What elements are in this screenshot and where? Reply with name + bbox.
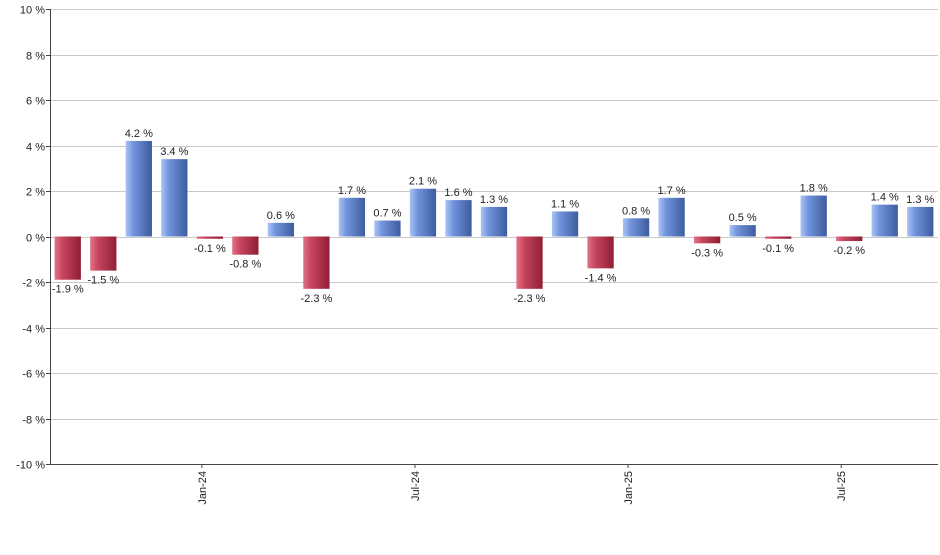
bar-value-label: 2.1 % <box>409 176 437 188</box>
y-tick-label: 2 % <box>26 187 45 199</box>
y-tick-label: -2 % <box>22 278 45 290</box>
bar <box>374 220 401 237</box>
y-tick-label: 8 % <box>26 51 45 63</box>
y-tick-label: 4 % <box>26 142 45 154</box>
bar-value-label: -1.9 % <box>52 284 84 296</box>
bar-value-label: -0.1 % <box>762 243 794 255</box>
bar-value-label: -0.8 % <box>229 259 261 271</box>
bar <box>232 236 259 255</box>
x-tick-label: Jul-24 <box>410 471 422 501</box>
bar-value-label: 0.7 % <box>373 208 401 220</box>
bar-value-label: 1.8 % <box>800 183 828 195</box>
bar-value-label: 1.7 % <box>338 185 366 197</box>
bar <box>907 206 934 237</box>
bar-value-label: -2.3 % <box>301 293 333 305</box>
bar <box>765 236 792 239</box>
bar <box>836 236 863 242</box>
bar-value-label: 0.5 % <box>729 212 757 224</box>
y-tick-label: 0 % <box>26 233 45 245</box>
axes: -10 % -8 % -6 % -4 % -2 % 0 % 2 % 4 % 6 % 8 % 10 %… <box>16 5 938 505</box>
bar-value-label: 4.2 % <box>125 128 153 140</box>
bar <box>338 197 366 237</box>
x-tick-label: Jul-25 <box>836 471 848 501</box>
x-tick-label: Jan-25 <box>623 471 635 505</box>
gridlines <box>50 9 938 465</box>
bar-value-label: -2.3 % <box>514 293 546 305</box>
bar-value-label: 1.7 % <box>658 185 686 197</box>
bar-value-label: 1.6 % <box>444 187 472 199</box>
bar <box>800 195 827 237</box>
bar-value-label: 0.6 % <box>267 210 295 222</box>
data-labels: -1.9 %-1.5 %4.2 %3.4 %-0.1 %-0.8 %0.6 %-… <box>52 128 935 305</box>
bar <box>54 236 81 280</box>
bar <box>551 211 579 237</box>
bar <box>445 200 472 237</box>
bar-value-label: 1.3 % <box>906 194 934 206</box>
bar <box>693 236 721 244</box>
x-tick-label: Jan-24 <box>197 471 209 505</box>
bar <box>409 188 437 237</box>
bar-value-label: -1.4 % <box>585 272 617 284</box>
y-tick-label: 10 % <box>20 5 45 17</box>
bar-value-label: 1.1 % <box>551 198 579 210</box>
bar <box>125 140 152 237</box>
bars <box>54 140 934 289</box>
bar <box>729 225 756 237</box>
bar <box>587 236 614 269</box>
bar-value-label: 1.4 % <box>871 192 899 204</box>
bar <box>622 218 650 237</box>
bar <box>658 197 685 237</box>
bar-value-label: -0.1 % <box>194 243 226 255</box>
bar-value-label: -1.5 % <box>87 275 119 287</box>
y-tick-label: -8 % <box>22 415 45 427</box>
bar-value-label: 3.4 % <box>160 146 188 158</box>
y-tick-label: 6 % <box>26 96 45 108</box>
bar <box>161 159 188 237</box>
bar-value-label: -0.3 % <box>691 247 723 259</box>
bar <box>303 236 330 289</box>
y-tick-label: -10 % <box>16 460 45 472</box>
bar-value-label: 0.8 % <box>622 205 650 217</box>
bar <box>196 236 223 239</box>
bar <box>267 222 295 237</box>
bar <box>90 236 117 271</box>
bar <box>871 204 898 237</box>
bar-value-label: 1.3 % <box>480 194 508 206</box>
bar <box>480 206 508 237</box>
bar-value-label: -0.2 % <box>833 245 865 257</box>
y-tick-label: -4 % <box>22 324 45 336</box>
bar <box>516 236 543 289</box>
y-tick-label: -6 % <box>22 369 45 381</box>
